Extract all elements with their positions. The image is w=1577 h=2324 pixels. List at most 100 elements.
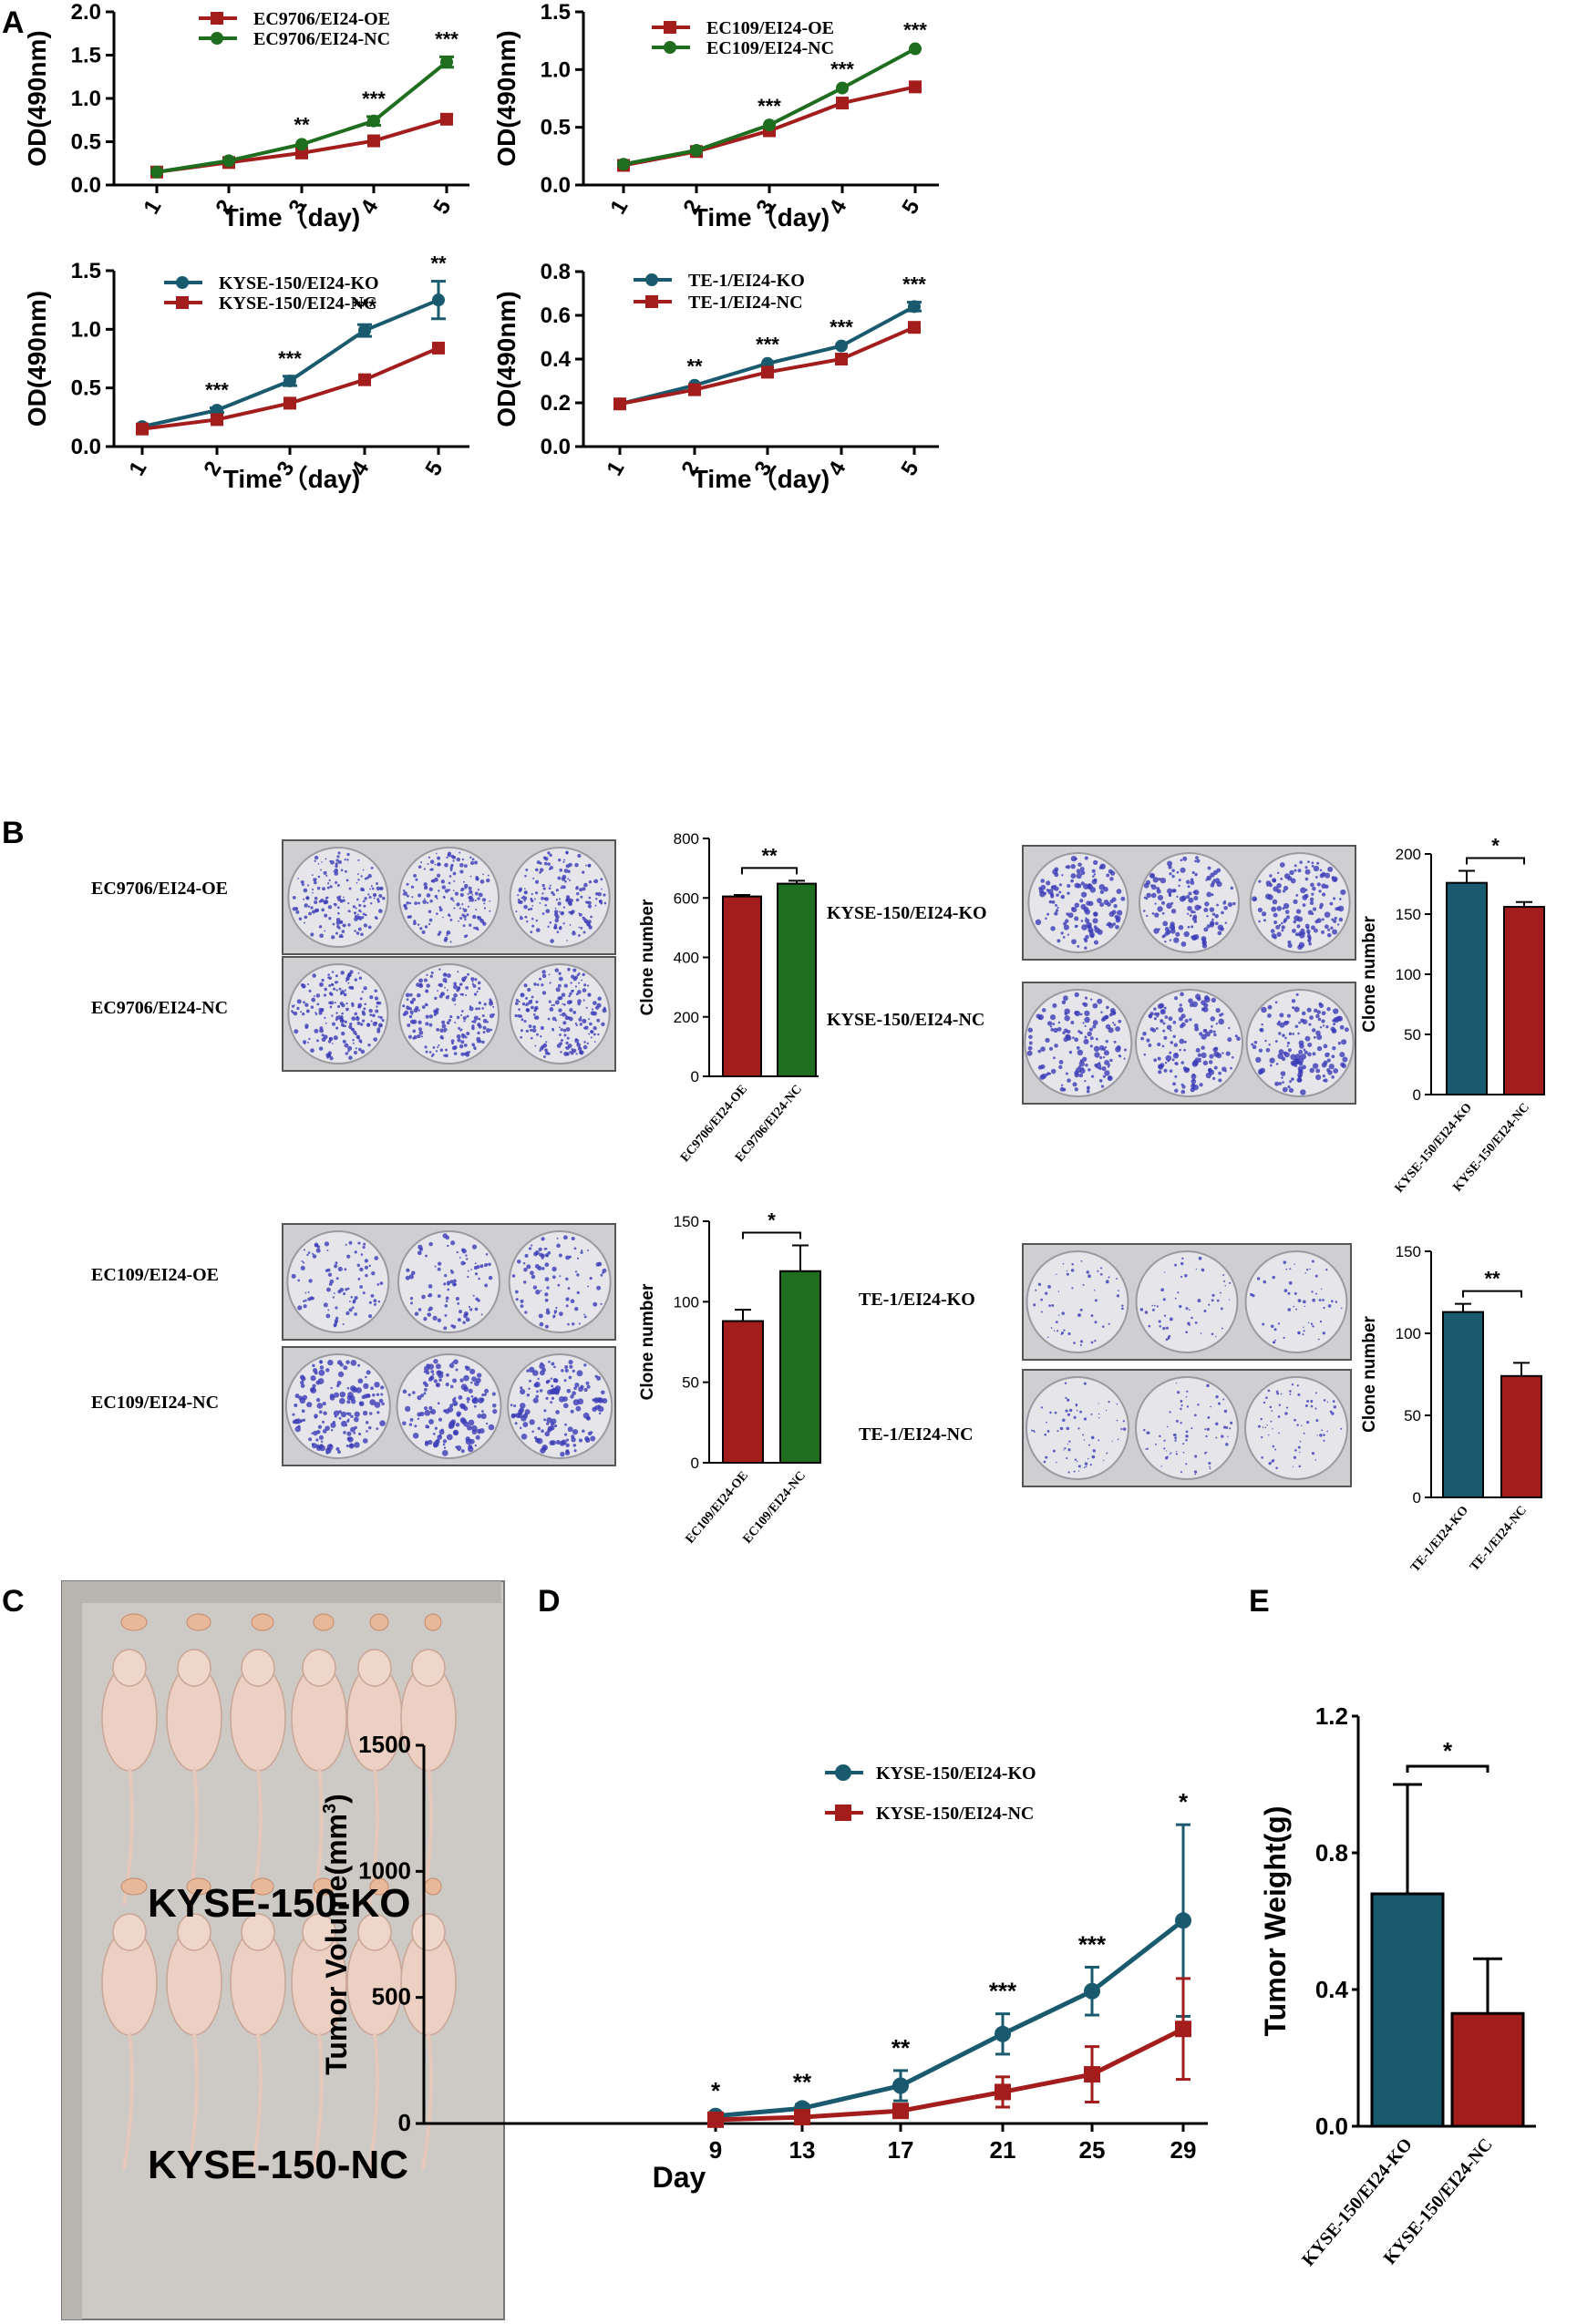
significance-bracket xyxy=(1466,857,1525,865)
colony xyxy=(376,1029,381,1033)
colony xyxy=(1043,891,1047,896)
colony xyxy=(582,931,586,934)
colony xyxy=(1040,884,1046,890)
colony xyxy=(485,1253,489,1256)
colony xyxy=(348,887,352,890)
colony xyxy=(428,887,433,891)
x-axis-label: Time（day) xyxy=(223,202,360,231)
panel-letter-c: C xyxy=(2,1584,25,1619)
colony xyxy=(582,887,586,891)
y-axis-label: OD(490nm) xyxy=(492,30,521,166)
colony xyxy=(1058,883,1062,887)
y-tick-label: 1.0 xyxy=(71,87,101,111)
colony xyxy=(1300,1054,1307,1060)
colony xyxy=(510,1414,516,1419)
colony xyxy=(312,1252,314,1255)
mice-photo xyxy=(61,1580,505,2320)
significance-mark: ** xyxy=(1484,1268,1500,1291)
significance-mark: * xyxy=(711,2077,721,2104)
x-tick-label: EC109/EI24-OE xyxy=(684,1469,751,1547)
colony xyxy=(1296,1077,1303,1083)
colony xyxy=(308,1437,313,1442)
colony xyxy=(1098,1439,1100,1442)
colony xyxy=(1086,1089,1090,1094)
colony xyxy=(440,1371,444,1374)
ruler-top xyxy=(73,1581,501,1603)
colony xyxy=(1341,1063,1346,1069)
colony xyxy=(328,983,332,987)
colony xyxy=(1208,1060,1213,1064)
colony xyxy=(588,993,591,996)
colony xyxy=(1182,1451,1185,1454)
colony xyxy=(568,1016,573,1022)
colony xyxy=(1222,900,1227,905)
colony xyxy=(541,1256,544,1260)
data-point xyxy=(283,396,296,410)
colony xyxy=(1264,1039,1267,1043)
colony xyxy=(1210,1016,1216,1022)
colony xyxy=(1093,859,1098,865)
colony xyxy=(1201,1268,1205,1272)
colony xyxy=(1265,893,1272,900)
colony xyxy=(582,1018,587,1023)
colony xyxy=(345,1444,349,1447)
colony xyxy=(1121,1307,1124,1311)
colony xyxy=(359,1285,363,1289)
data-point xyxy=(909,80,922,94)
colony xyxy=(1063,921,1067,926)
colony xyxy=(1064,1382,1067,1384)
legend-marker xyxy=(664,21,676,34)
colony xyxy=(482,1031,486,1034)
colony xyxy=(354,1296,358,1301)
significance-bracket xyxy=(742,1231,801,1239)
colony xyxy=(375,1009,379,1013)
colony xyxy=(1089,933,1095,939)
colony xyxy=(1061,1000,1067,1005)
colony xyxy=(1048,1304,1051,1307)
colony xyxy=(457,986,461,990)
colony xyxy=(467,1270,469,1272)
colony xyxy=(515,1290,519,1294)
colony xyxy=(360,1253,364,1256)
colony xyxy=(1160,1009,1165,1013)
colony xyxy=(303,986,305,989)
legend-label: EC109/EI24-NC xyxy=(706,38,834,58)
colony xyxy=(1289,1268,1292,1270)
colony xyxy=(332,1043,334,1044)
colony xyxy=(1204,1428,1207,1431)
colony xyxy=(345,1360,350,1364)
colony xyxy=(1067,1443,1069,1445)
colony xyxy=(1327,866,1334,872)
colony xyxy=(357,1241,361,1245)
colony xyxy=(1298,931,1304,936)
colony xyxy=(1044,1433,1047,1436)
colony xyxy=(561,1012,566,1017)
colony xyxy=(337,859,342,865)
colony xyxy=(343,992,347,997)
colony xyxy=(1200,1332,1202,1334)
colony xyxy=(300,1265,305,1271)
colony xyxy=(558,972,562,975)
data-point xyxy=(761,365,774,379)
colony xyxy=(1116,1278,1118,1280)
colony xyxy=(1270,1420,1273,1423)
colony xyxy=(1159,1325,1162,1328)
colony xyxy=(1268,1462,1272,1465)
colony xyxy=(448,875,452,878)
colony xyxy=(1051,886,1055,889)
colony xyxy=(344,859,346,861)
colony xyxy=(1304,1050,1308,1054)
colony xyxy=(1275,1063,1279,1065)
colony xyxy=(1175,1419,1179,1423)
tumor xyxy=(424,1877,442,1896)
colony xyxy=(1317,1017,1322,1022)
colony xyxy=(469,1438,475,1445)
colony xyxy=(1059,1086,1065,1092)
colony xyxy=(1209,922,1214,928)
colony xyxy=(367,893,370,896)
colony xyxy=(574,1022,578,1025)
bar xyxy=(777,882,817,1078)
colony xyxy=(1108,922,1114,929)
colony xyxy=(1296,924,1301,929)
y-axis-label: OD(490nm) xyxy=(23,30,51,166)
